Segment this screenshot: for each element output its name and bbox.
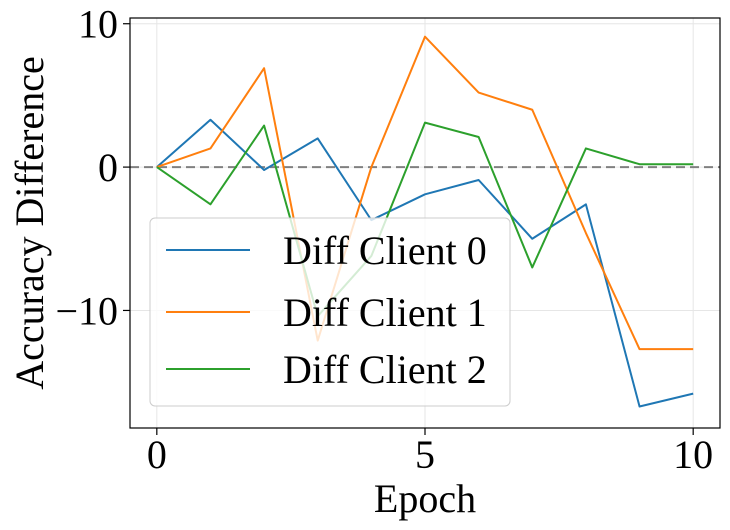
y-tick-label: −10	[55, 288, 118, 333]
x-axis-ticks: 0 5 10	[147, 428, 713, 477]
series-lines	[156, 35, 694, 408]
x-tick-label: 10	[673, 432, 713, 477]
y-tick-label: 10	[78, 2, 118, 47]
y-axis-label: Accuracy Difference	[7, 56, 52, 389]
y-tick-label: 0	[98, 145, 118, 190]
series-line-2	[156, 121, 694, 318]
legend-box	[149, 217, 511, 407]
x-tick-label: 0	[147, 432, 167, 477]
legend-label-1: Diff Client 1	[283, 290, 487, 335]
legend-label-2: Diff Client 2	[283, 347, 487, 392]
x-axis-label: Epoch	[374, 476, 476, 521]
legend-label-0: Diff Client 0	[283, 228, 487, 273]
y-axis-ticks: −10 0 10	[55, 2, 130, 333]
series-line-1	[156, 35, 694, 351]
x-tick-label: 5	[415, 432, 435, 477]
legend: Diff Client 0 Diff Client 1 Diff Client 2	[149, 217, 511, 407]
